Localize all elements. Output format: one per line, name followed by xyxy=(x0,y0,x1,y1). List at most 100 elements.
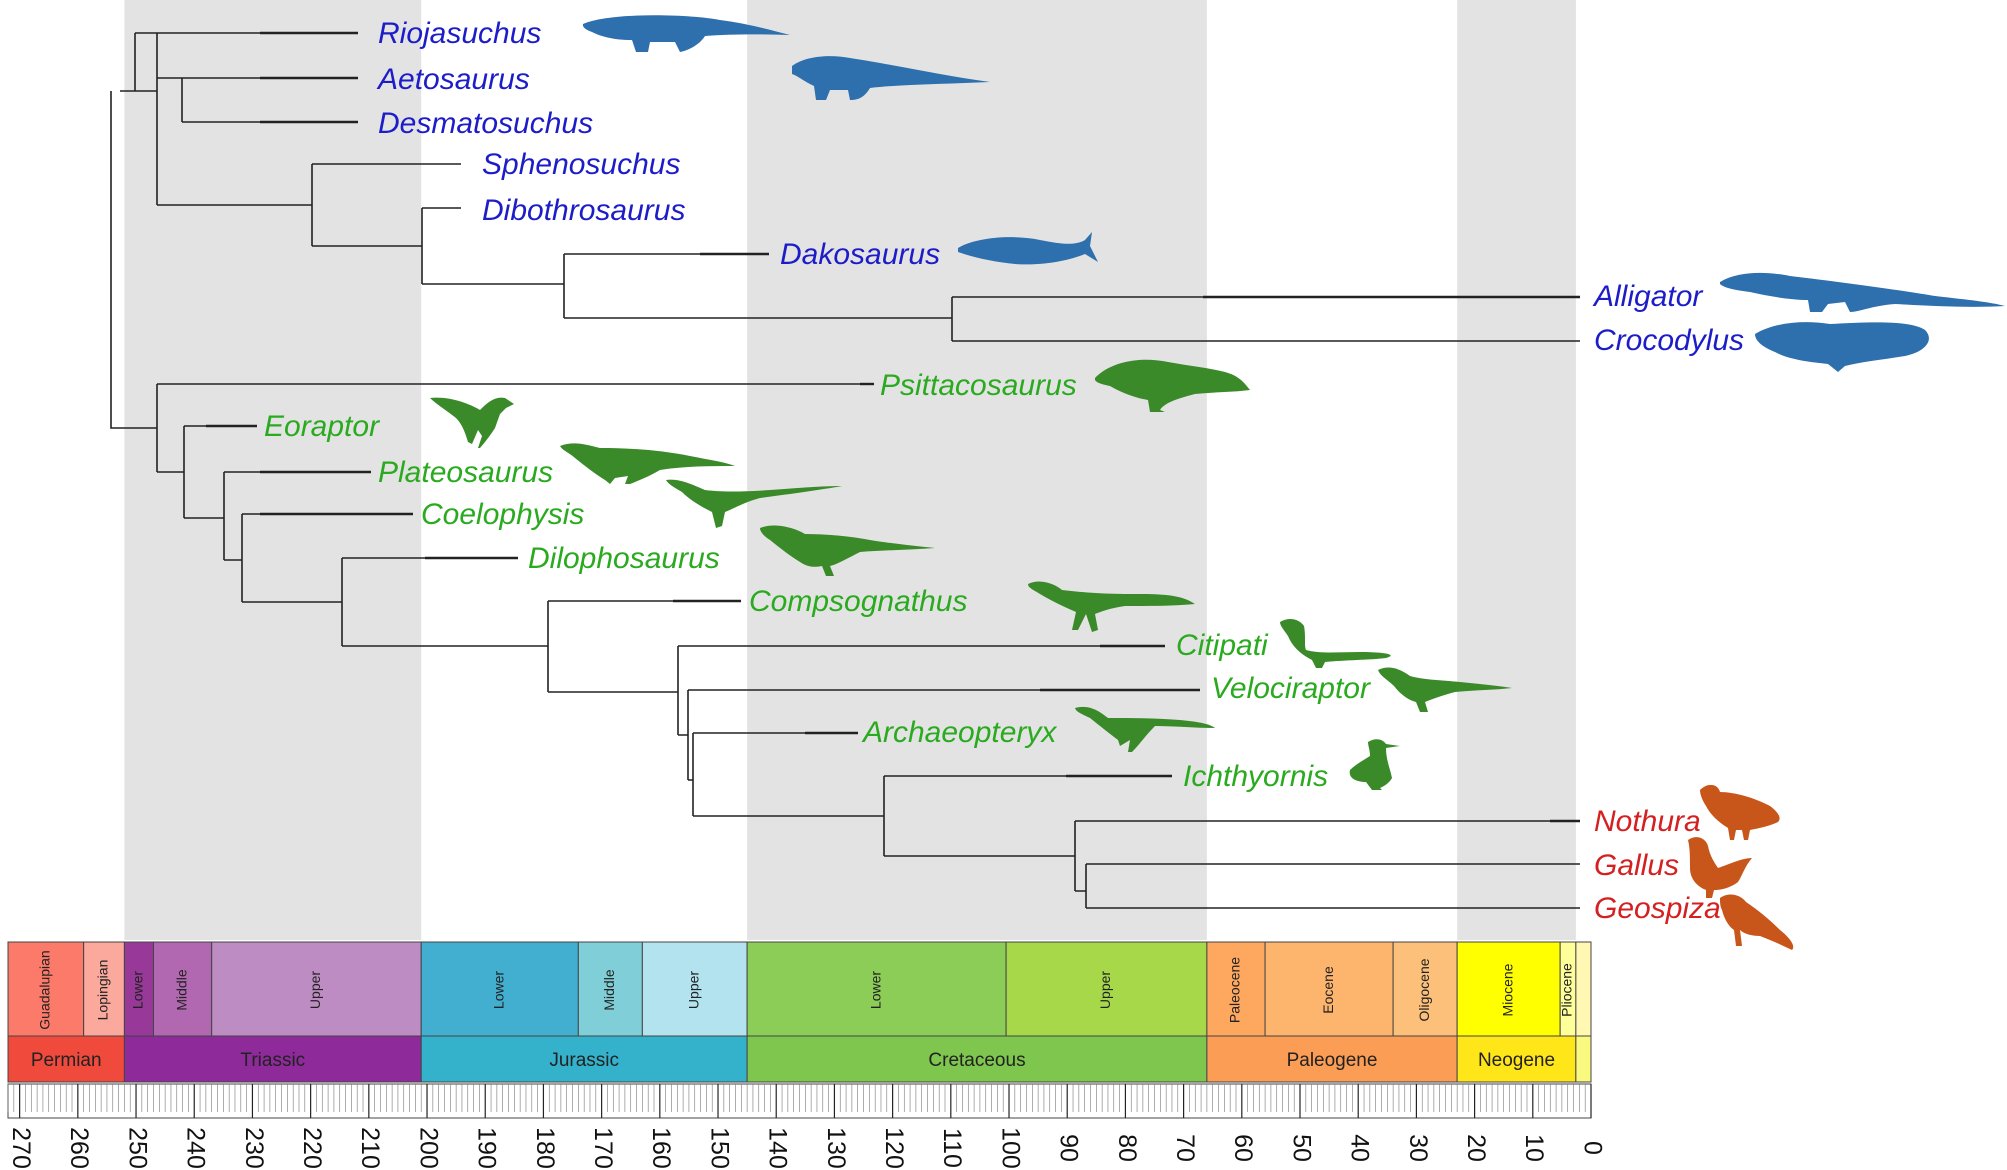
axis-tick-label: 80 xyxy=(1113,1134,1141,1162)
epoch-cell xyxy=(641,941,748,1037)
eoraptor-silhouette xyxy=(430,397,514,448)
taxon-label-ichthyornis: Ichthyornis xyxy=(1183,760,1328,793)
taxon-label-compsognathus: Compsognathus xyxy=(749,585,967,618)
period-label: Paleogene xyxy=(1287,1050,1378,1071)
axis-tick-label: 0 xyxy=(1578,1141,1606,1155)
period-cell xyxy=(420,1035,748,1083)
epoch-label: Upper xyxy=(1097,971,1113,1009)
axis-tick-label: 250 xyxy=(123,1127,151,1169)
taxon-label-sphenosuchus: Sphenosuchus xyxy=(482,148,681,181)
epoch-label: Miocene xyxy=(1499,963,1515,1016)
period-label: Jurassic xyxy=(549,1050,619,1071)
alligator-silhouette xyxy=(1720,272,2005,312)
axis-tick-label: 100 xyxy=(996,1127,1024,1169)
taxon-label-desmatosuchus: Desmatosuchus xyxy=(378,107,593,140)
axis-tick-label: 30 xyxy=(1404,1134,1432,1162)
axis-tick-label: 60 xyxy=(1229,1134,1257,1162)
axis-tick-label: 10 xyxy=(1520,1134,1548,1162)
taxon-label-citipati: Citipati xyxy=(1176,629,1269,662)
axis-tick-label: 50 xyxy=(1287,1134,1315,1162)
plateosaurus-silhouette xyxy=(560,443,735,484)
aetosaurus-silhouette xyxy=(792,56,990,100)
ichthyornis-silhouette xyxy=(1349,739,1400,790)
epoch-label: Lower xyxy=(490,971,506,1009)
taxon-label-geospiza: Geospiza xyxy=(1594,892,1721,925)
taxon-label-gallus: Gallus xyxy=(1594,849,1679,882)
taxon-label-plateosaurus: Plateosaurus xyxy=(378,456,553,489)
axis-tick-label: 150 xyxy=(705,1127,733,1169)
taxon-label-nothura: Nothura xyxy=(1594,805,1701,838)
highlight-bands xyxy=(124,0,1576,940)
epoch-label: Paleocene xyxy=(1227,957,1243,1023)
taxon-label-dilophosaurus: Dilophosaurus xyxy=(528,542,720,575)
taxon-label-riojasuchus: Riojasuchus xyxy=(378,17,541,50)
branch xyxy=(120,384,158,472)
axis-tick-label: 220 xyxy=(298,1127,326,1169)
crocodylus-silhouette xyxy=(1755,322,1929,372)
branch xyxy=(157,77,183,122)
axis-tick-label: 120 xyxy=(880,1127,908,1169)
axis-tick-label: 70 xyxy=(1171,1134,1199,1162)
period-label: Neogene xyxy=(1478,1050,1555,1071)
taxon-label-eoraptor: Eoraptor xyxy=(264,410,380,443)
highlight-band xyxy=(747,0,1207,940)
axis-tick-label: 20 xyxy=(1462,1134,1490,1162)
branch xyxy=(157,426,185,518)
branch xyxy=(120,33,136,92)
axis-tick-label: 190 xyxy=(473,1127,501,1169)
highlight-band xyxy=(124,0,422,940)
archaeopteryx-silhouette xyxy=(1075,706,1215,752)
epoch-cell xyxy=(7,941,85,1037)
branch xyxy=(342,601,549,692)
taxon-label-coelophysis: Coelophysis xyxy=(421,498,584,531)
axis-tick-label: 240 xyxy=(182,1127,210,1169)
taxon-label-velociraptor: Velociraptor xyxy=(1211,672,1371,705)
axis-tick-label: 90 xyxy=(1055,1134,1083,1162)
axis-tick-label: 210 xyxy=(356,1127,384,1169)
taxon-label-alligator: Alligator xyxy=(1592,280,1703,313)
animal-silhouettes xyxy=(430,15,2005,950)
axis-tick-label: 170 xyxy=(589,1127,617,1169)
riojasuchus-silhouette xyxy=(582,15,790,52)
period-cell xyxy=(1206,1035,1458,1083)
nothura-silhouette xyxy=(1700,784,1780,840)
phylogenetic-tree xyxy=(110,31,1580,909)
taxon-labels: Riojasuchus Aetosaurus Desmatosuchus Sph… xyxy=(264,17,1744,925)
period-label: Cretaceous xyxy=(928,1050,1025,1071)
taxon-label-archaeopteryx: Archaeopteryx xyxy=(861,716,1057,749)
axis-tick-label: 260 xyxy=(65,1127,93,1169)
axis-tick-label: 140 xyxy=(764,1127,792,1169)
period-label: Triassic xyxy=(240,1050,305,1071)
epoch-label: Oligocene xyxy=(1416,958,1432,1021)
epoch-label: Lower xyxy=(867,971,883,1009)
axis-tick-label: 230 xyxy=(240,1127,268,1169)
epoch-label: Upper xyxy=(307,971,323,1009)
geologic-timescale: Guadalupian Lopingian Lower Middle Upper Lowe… xyxy=(7,941,1592,1083)
gallus-silhouette xyxy=(1688,837,1752,898)
period-cell xyxy=(1575,1035,1592,1083)
axis-tick-label: 160 xyxy=(647,1127,675,1169)
taxon-label-crocodylus: Crocodylus xyxy=(1594,324,1744,357)
epoch-label: Lower xyxy=(130,971,146,1009)
compsognathus-silhouette xyxy=(1028,581,1195,632)
branch xyxy=(688,733,694,816)
epoch-label: Upper xyxy=(685,971,701,1009)
highlight-band xyxy=(1457,0,1576,940)
epoch-cell xyxy=(1264,941,1394,1037)
dakosaurus-silhouette xyxy=(958,232,1098,265)
branch xyxy=(884,821,1076,891)
branch xyxy=(110,91,120,429)
epoch-label: Eocene xyxy=(1320,966,1336,1014)
epoch-label: Middle xyxy=(173,969,189,1010)
period-cell xyxy=(746,1035,1208,1083)
dilophosaurus-silhouette xyxy=(760,525,935,576)
axis-tick-label: 270 xyxy=(7,1127,35,1169)
branch xyxy=(224,514,243,602)
branch xyxy=(135,33,158,205)
branch xyxy=(548,646,679,735)
period-cell xyxy=(7,1035,125,1083)
epoch-cell xyxy=(83,941,125,1037)
axis-tick-label: 130 xyxy=(822,1127,850,1169)
branch xyxy=(422,254,565,318)
